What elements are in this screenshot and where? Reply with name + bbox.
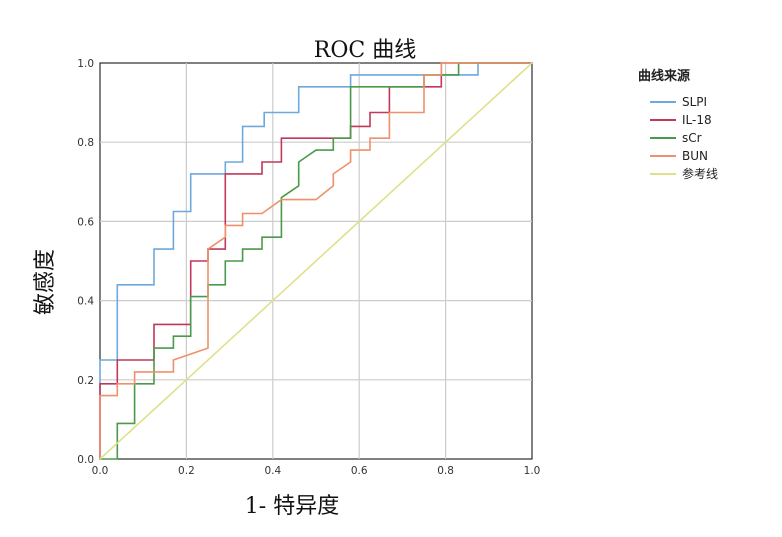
x-axis-label: 1- 特异度 bbox=[245, 494, 339, 519]
legend-label: IL-18 bbox=[682, 113, 712, 127]
y-tick-label: 1.0 bbox=[77, 58, 94, 70]
y-tick-label: 0.0 bbox=[77, 454, 94, 466]
x-tick-labels: 0.0 0.2 0.4 0.6 0.8 1.0 bbox=[92, 465, 541, 477]
x-tick-label: 0.6 bbox=[351, 465, 368, 477]
legend-title: 曲线来源 bbox=[638, 68, 690, 84]
x-tick-label: 1.0 bbox=[524, 465, 541, 477]
chart-title: ROC 曲线 bbox=[314, 38, 416, 63]
legend-label: 参考线 bbox=[682, 166, 718, 181]
x-tick-label: 0.2 bbox=[178, 465, 195, 477]
legend-label: BUN bbox=[682, 149, 708, 163]
legend-label: sCr bbox=[682, 131, 702, 145]
y-tick-labels: 0.0 0.2 0.4 0.6 0.8 1.0 bbox=[77, 58, 94, 466]
y-tick-label: 0.4 bbox=[77, 296, 94, 308]
x-tick-label: 0.4 bbox=[264, 465, 281, 477]
series-line-bun bbox=[99, 62, 532, 459]
grid-lines bbox=[100, 63, 532, 459]
y-tick-label: 0.6 bbox=[77, 216, 94, 228]
legend-label: SLPI bbox=[682, 95, 707, 109]
series-line-slpi bbox=[99, 62, 532, 459]
series-line-- bbox=[99, 62, 533, 460]
y-tick-label: 0.8 bbox=[77, 137, 94, 149]
x-tick-label: 0.8 bbox=[437, 465, 454, 477]
series-lines bbox=[99, 62, 533, 460]
x-tick-label: 0.0 bbox=[92, 465, 109, 477]
legend: 曲线来源 SLPI IL-18 sCr BUN 参考线 bbox=[638, 68, 718, 181]
y-tick-label: 0.2 bbox=[77, 375, 94, 387]
y-axis-label: 敏感度 bbox=[33, 249, 58, 315]
